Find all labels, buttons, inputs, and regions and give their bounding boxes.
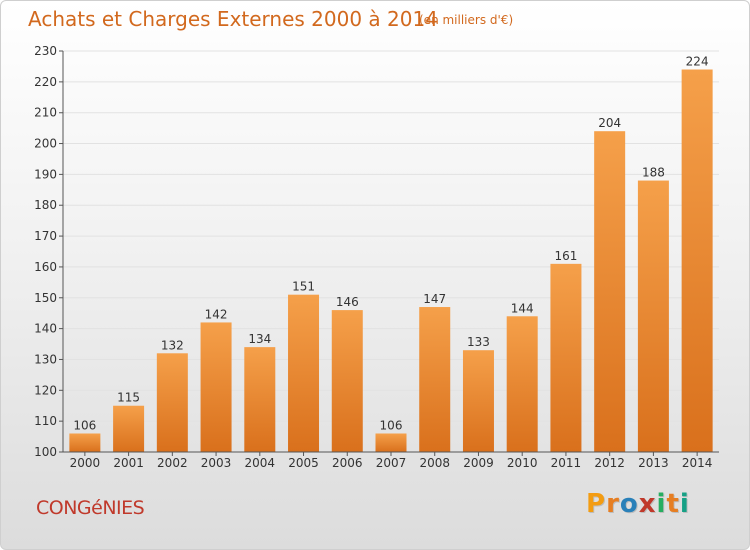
data-label: 134 — [248, 332, 271, 346]
y-tick-label: 100 — [34, 445, 57, 459]
chart-title: Achats et Charges Externes 2000 à 2014 — [28, 7, 438, 31]
y-tick-label: 190 — [34, 167, 57, 181]
data-label: 132 — [161, 338, 184, 352]
bar — [681, 69, 713, 452]
y-tick-label: 120 — [34, 383, 57, 397]
data-label: 144 — [511, 301, 534, 315]
data-label: 224 — [686, 55, 709, 69]
bar — [550, 263, 582, 452]
bar — [637, 180, 669, 453]
bar — [156, 353, 188, 452]
y-tick-label: 200 — [34, 137, 57, 151]
x-tick-label: 2013 — [638, 456, 669, 470]
brand-letter: i — [656, 489, 667, 519]
brand-letter: i — [679, 489, 690, 519]
bar — [200, 322, 232, 452]
x-tick-label: 2009 — [463, 456, 494, 470]
data-label: 106 — [73, 418, 96, 432]
brand-letter: o — [619, 489, 639, 519]
x-tick-label: 2006 — [332, 456, 363, 470]
data-label: 151 — [292, 280, 315, 294]
brand-letter: x — [638, 489, 657, 519]
brand-letter: t — [666, 489, 680, 519]
bar — [419, 307, 451, 452]
bar — [288, 294, 320, 452]
y-tick-label: 130 — [34, 352, 57, 366]
x-tick-label: 2004 — [245, 456, 276, 470]
data-label: 204 — [598, 116, 621, 130]
bar — [506, 316, 538, 452]
bar — [331, 310, 363, 452]
y-tick-label: 210 — [34, 106, 57, 120]
data-label: 142 — [205, 307, 228, 321]
x-tick-label: 2012 — [594, 456, 625, 470]
x-tick-label: 2001 — [113, 456, 144, 470]
chart-subtitle: (en milliers d'€) — [419, 13, 514, 27]
data-label: 188 — [642, 166, 665, 180]
x-tick-label: 2010 — [507, 456, 538, 470]
y-tick-label: 150 — [34, 291, 57, 305]
x-tick-label: 2003 — [201, 456, 232, 470]
bar — [375, 433, 407, 452]
y-tick-label: 220 — [34, 75, 57, 89]
data-label: 161 — [554, 249, 577, 263]
bar — [113, 405, 145, 452]
y-tick-label: 110 — [34, 414, 57, 428]
place-name: CONGéNIES — [36, 497, 145, 519]
bar — [69, 433, 101, 452]
data-label: 133 — [467, 335, 490, 349]
bar — [594, 131, 626, 452]
y-tick-label: 170 — [34, 229, 57, 243]
bar — [462, 350, 494, 452]
x-tick-label: 2008 — [419, 456, 450, 470]
y-tick-label: 180 — [34, 198, 57, 212]
y-tick-label: 140 — [34, 322, 57, 336]
y-tick-label: 230 — [34, 44, 57, 58]
proxiti-logo: Proxiti — [586, 489, 690, 519]
brand-letter: r — [606, 489, 620, 519]
bar — [244, 347, 276, 452]
x-tick-label: 2005 — [288, 456, 319, 470]
data-label: 146 — [336, 295, 359, 309]
x-tick-label: 2000 — [70, 456, 101, 470]
x-tick-label: 2002 — [157, 456, 188, 470]
x-tick-label: 2014 — [682, 456, 713, 470]
data-label: 115 — [117, 391, 140, 405]
x-tick-label: 2007 — [376, 456, 407, 470]
data-label: 147 — [423, 292, 446, 306]
x-tick-label: 2011 — [551, 456, 582, 470]
data-label: 106 — [380, 418, 403, 432]
brand-letter: P — [586, 489, 607, 519]
y-tick-label: 160 — [34, 260, 57, 274]
